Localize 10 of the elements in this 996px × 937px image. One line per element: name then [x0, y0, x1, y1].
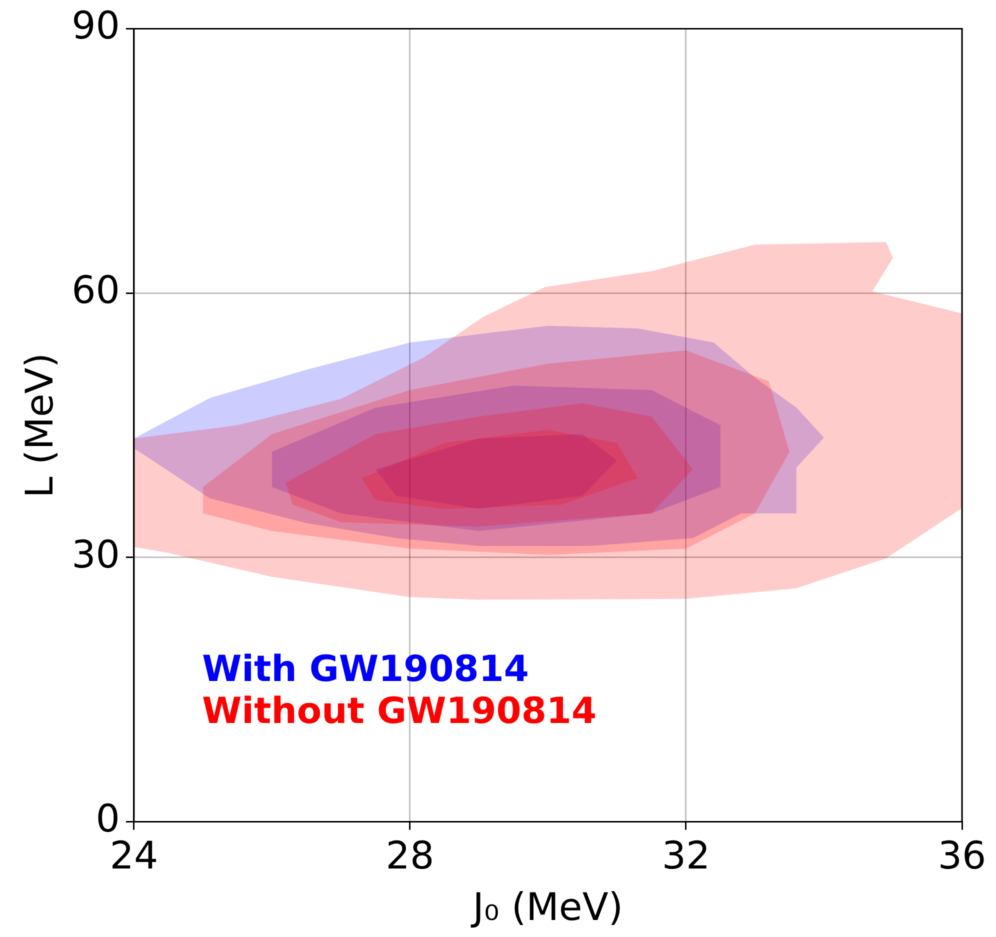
y-tick-label: 90: [72, 4, 120, 48]
x-tick-label: 32: [662, 833, 710, 878]
text: With GW190814: [202, 649, 529, 690]
x-tick-label: 36: [938, 833, 986, 878]
text: Without GW190814: [202, 691, 596, 732]
x-axis-title: J₀ (MeV): [470, 885, 624, 930]
y-tick-label: 60: [72, 268, 120, 312]
x-tick-label: 28: [386, 833, 434, 878]
y-tick-label: 30: [72, 532, 120, 576]
y-axis-title: L (MeV): [18, 352, 62, 498]
